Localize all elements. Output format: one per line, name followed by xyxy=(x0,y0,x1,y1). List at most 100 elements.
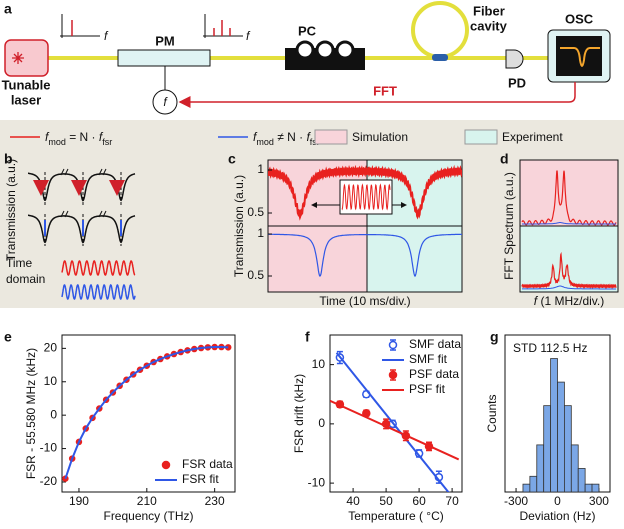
y-tick-label: 0 xyxy=(318,416,325,430)
pm-label: PM xyxy=(155,33,175,48)
bar xyxy=(557,381,565,492)
legend-exp: Experiment xyxy=(502,130,563,144)
y-label: Transmission (a.u.) xyxy=(4,159,18,261)
y-tick-label: -20 xyxy=(40,474,58,488)
panel-label: d xyxy=(500,151,509,167)
bar xyxy=(570,444,579,492)
laser-box xyxy=(4,39,49,77)
y-tick-label: 1 xyxy=(257,162,264,176)
y-tick-label: 20 xyxy=(44,341,58,355)
bar xyxy=(564,405,572,492)
time-label: Time xyxy=(6,256,33,270)
cavity-label: cavity xyxy=(470,18,508,33)
osc-trace xyxy=(560,47,600,67)
bar xyxy=(529,475,538,492)
plot xyxy=(62,343,232,482)
wave xyxy=(61,260,136,276)
plot xyxy=(330,350,460,492)
rf-symbol: f xyxy=(163,95,168,109)
legend-marker xyxy=(161,460,171,470)
x-tick-label: 190 xyxy=(69,494,89,508)
sym: f xyxy=(45,130,50,144)
rel: = N · xyxy=(66,130,99,144)
spectrum-axes xyxy=(60,14,100,38)
x-tick-label: 70 xyxy=(445,494,459,508)
x-tick-label: 300 xyxy=(589,494,609,508)
panel-label: a xyxy=(4,1,12,17)
legend-swatch xyxy=(464,129,498,145)
pd xyxy=(505,49,524,69)
legend-match: fmod = N · ffsr xyxy=(45,130,112,147)
break xyxy=(98,210,107,218)
y-tick-label: 10 xyxy=(312,357,326,371)
panel-label: g xyxy=(490,329,499,345)
y-label: FFT Spectrum (a.u.) xyxy=(502,172,516,280)
frame xyxy=(329,334,463,493)
break xyxy=(60,168,69,176)
sim-trace xyxy=(268,164,462,221)
y-tick-label: -10 xyxy=(308,475,326,489)
y-tick-label: 0 xyxy=(50,407,57,421)
y-label: FSR - 55.580 MHz (kHz) xyxy=(24,348,38,479)
coupler xyxy=(432,54,448,61)
spectrum-axes xyxy=(203,14,243,38)
laser-label: Tunable xyxy=(2,77,51,92)
pd-label: PD xyxy=(508,75,526,90)
panel-label: b xyxy=(4,151,13,167)
trace xyxy=(28,214,136,244)
axis-f: f xyxy=(246,29,251,43)
pc-label: PC xyxy=(298,23,317,38)
y-label: Transmission (a.u.) xyxy=(232,175,246,277)
pc-paddle xyxy=(295,40,315,60)
panel-label: e xyxy=(4,329,12,345)
traces xyxy=(268,164,462,278)
y-label: Counts xyxy=(485,394,499,432)
legend-sim: Simulation xyxy=(352,130,408,144)
plot xyxy=(522,358,600,492)
sym: f xyxy=(306,130,311,144)
pc-paddle xyxy=(335,40,355,60)
laser-icon xyxy=(12,52,24,64)
exp-trace xyxy=(268,233,462,278)
inset-trace xyxy=(341,183,391,211)
fit-line xyxy=(335,352,450,492)
y-tick-label: -10 xyxy=(40,441,58,455)
panel-label: f xyxy=(305,329,310,345)
legend-label: PSF fit xyxy=(409,382,446,396)
y-tick-label: 1 xyxy=(257,226,264,240)
exp-bg xyxy=(520,226,618,292)
cavity-loop xyxy=(411,1,469,59)
x-tick-label: -300 xyxy=(504,494,528,508)
bar xyxy=(522,483,531,492)
y-tick-label: 10 xyxy=(44,374,58,388)
bar xyxy=(584,483,593,492)
rf-source xyxy=(152,89,178,115)
frame xyxy=(61,334,236,493)
x-label: Time (10 ms/div.) xyxy=(319,294,410,308)
x-label: Frequency (THz) xyxy=(103,509,193,523)
cavity-label: Fiber xyxy=(473,3,505,18)
sym: f xyxy=(253,130,258,144)
sub: mod xyxy=(48,137,66,147)
break xyxy=(60,210,69,218)
legend-swatch xyxy=(314,129,348,145)
bar xyxy=(591,483,600,492)
break xyxy=(98,168,107,176)
laser-label: laser xyxy=(11,92,41,107)
y-label: FSR drift (kHz) xyxy=(292,374,306,453)
bar xyxy=(536,444,545,492)
legend-marker xyxy=(388,340,398,350)
x-tick-label: 210 xyxy=(137,494,157,508)
sym: f xyxy=(99,130,104,144)
legend-marker xyxy=(388,370,398,380)
fit-line xyxy=(64,346,229,479)
sub: mod xyxy=(256,137,274,147)
legend-label: FSR fit xyxy=(182,472,219,486)
wave xyxy=(61,283,136,300)
y-tick-label: 0.5 xyxy=(247,205,264,219)
fft-sim xyxy=(521,170,617,226)
panel-label: c xyxy=(228,151,236,167)
bar xyxy=(577,468,586,492)
